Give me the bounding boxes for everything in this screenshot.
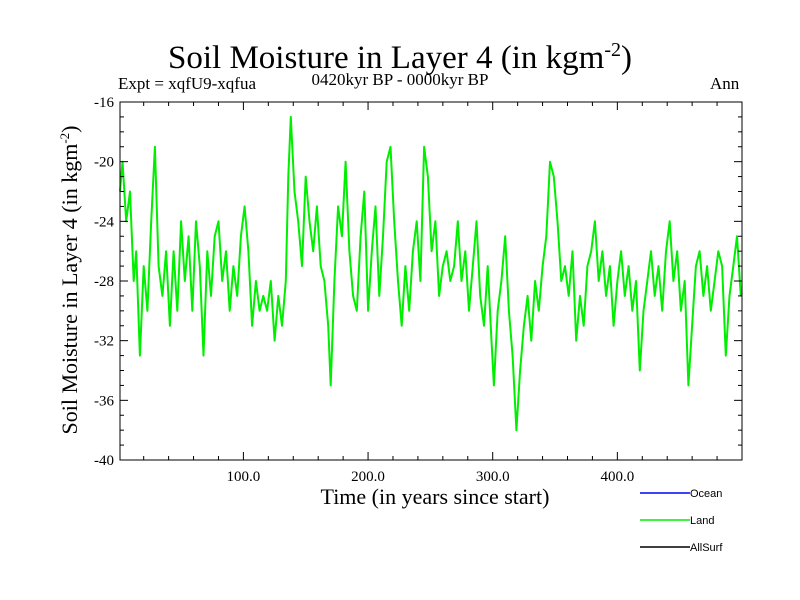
y-tick-label: -32: [94, 334, 114, 350]
x-tick-label: 200.0: [351, 469, 385, 485]
y-tick-label: -24: [94, 214, 114, 230]
y-tick-label: -36: [94, 393, 114, 409]
y-tick-label: -28: [94, 274, 114, 290]
experiment-label: Expt = xqfU9-xqfua: [118, 74, 257, 93]
x-tick-label: 100.0: [227, 469, 261, 485]
y-tick-label: -20: [94, 155, 114, 171]
x-axis-label: Time (in years since start): [320, 484, 550, 509]
season-label: Ann: [710, 74, 740, 93]
plot-series-layer: [119, 115, 742, 432]
x-tick-label: 300.0: [476, 469, 510, 485]
series-line-land: [119, 115, 742, 432]
chart-title-superscript: -2: [604, 39, 621, 61]
chart-title-close: ): [620, 40, 632, 76]
legend-label-ocean: Ocean: [690, 488, 722, 500]
y-tick-label: -16: [94, 95, 114, 111]
axis-ticks: 100.0 200.0 300.0 400.0 -40 -36 -32 -28 -24 -20 -1…: [94, 95, 742, 485]
chart-title: Soil Moisture in Layer 4 (in kgm-2): [0, 30, 800, 78]
x-tick-label: 400.0: [600, 469, 634, 485]
chart-subtitle: 0420kyr BP - 0000kyr BP: [311, 70, 489, 89]
y-tick-label: -40: [94, 453, 114, 469]
chart-title-text: Soil Moisture in Layer 4 (in kgm: [168, 40, 605, 76]
legend-label-allsurf: AllSurf: [690, 542, 723, 554]
plot-frame: [119, 101, 743, 461]
legend-label-land: Land: [690, 515, 714, 527]
legend: Ocean Land AllSurf: [640, 488, 723, 554]
